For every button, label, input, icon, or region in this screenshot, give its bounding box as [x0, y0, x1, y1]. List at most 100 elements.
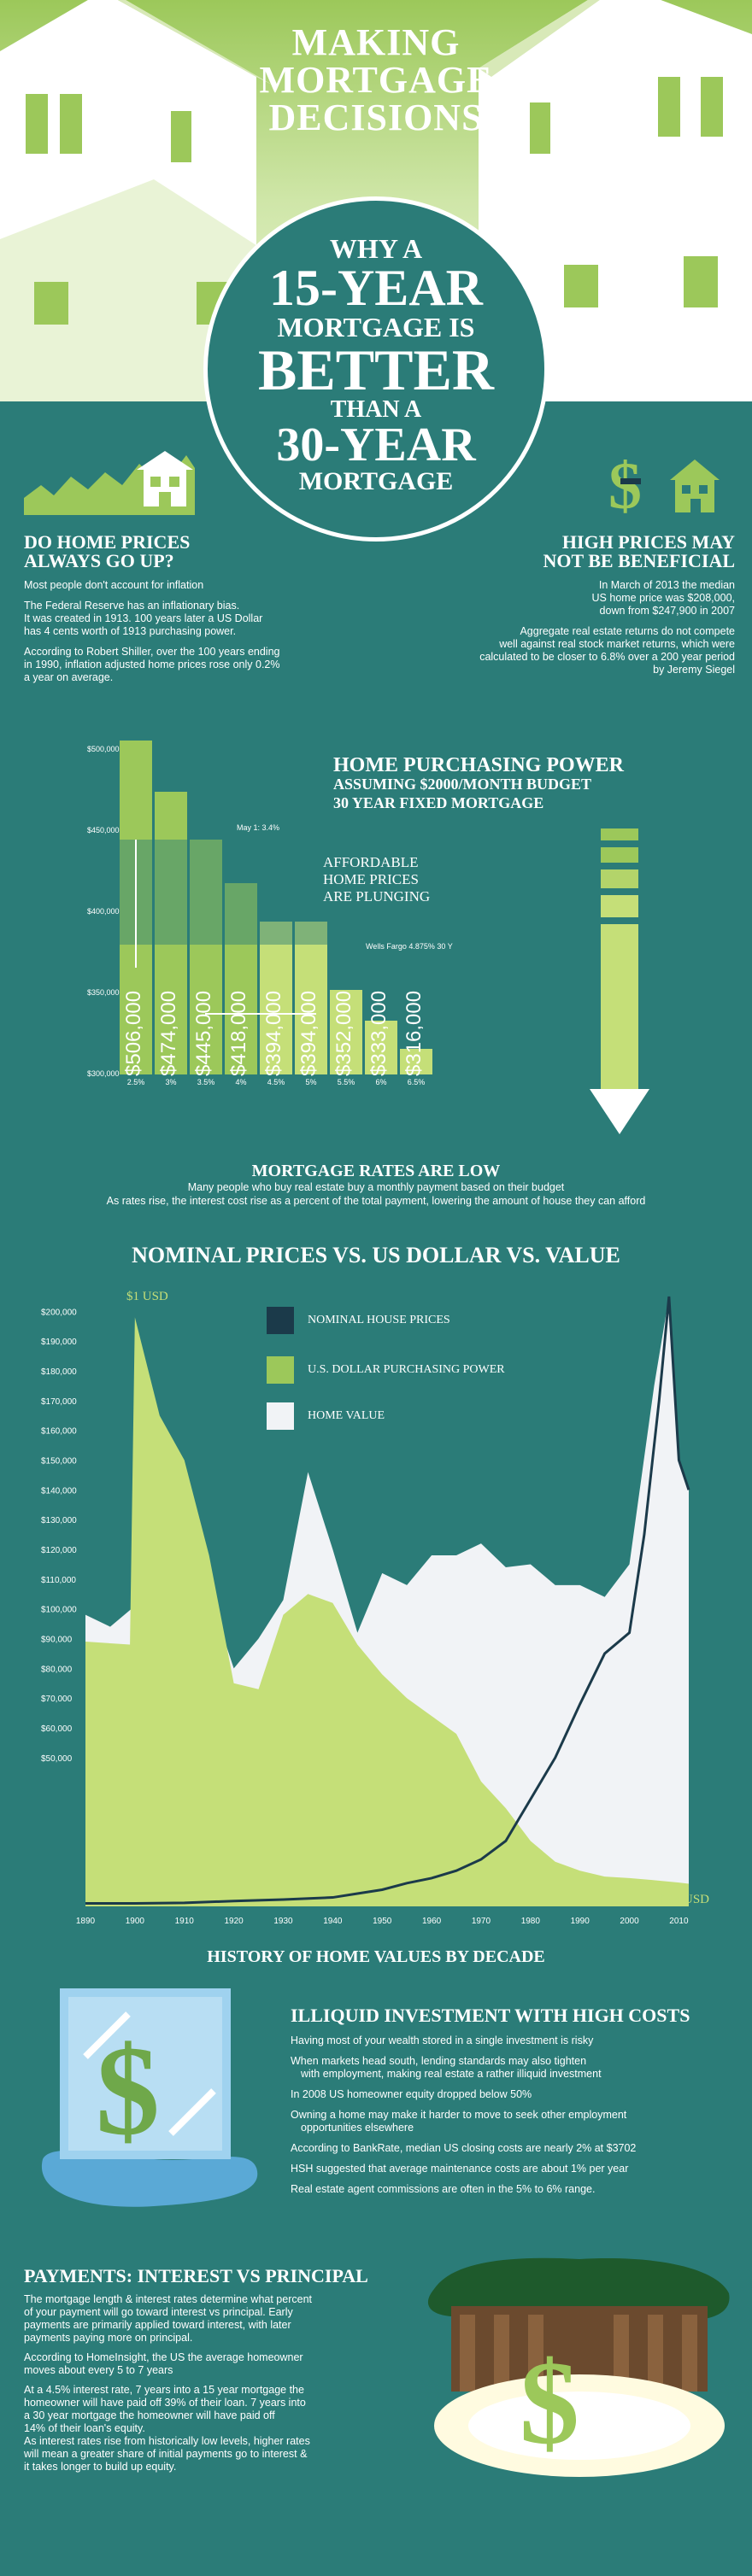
y-tick-label: $100,000	[41, 1606, 77, 1615]
x-tick-label: 1950	[373, 1917, 392, 1926]
title-line: DECISIONS	[268, 97, 484, 138]
bar	[330, 990, 362, 1074]
y-tick-label: $200,000	[41, 1308, 77, 1317]
high-prices-text: In March of 2013 the median US home price…	[479, 579, 735, 676]
illiquid-item-line: In 2008 US homeowner equity dropped belo…	[291, 2088, 532, 2100]
svg-text:$: $	[608, 453, 642, 521]
bar	[260, 922, 292, 1074]
x-tick-label: 5%	[305, 1078, 317, 1086]
legend-swatch	[267, 1307, 294, 1334]
nominal-chart-title: NOMINAL PRICES VS. US DOLLAR VS. VALUE	[132, 1243, 620, 1268]
circle-line: BETTER	[258, 337, 494, 402]
illiquid-list: Having most of your wealth stored in a s…	[291, 2034, 735, 2204]
x-tick-label: 2.5%	[126, 1078, 145, 1086]
circle-line: THAN A	[330, 396, 422, 423]
legend-label: U.S. DOLLAR PURCHASING POWER	[308, 1363, 505, 1376]
bar-value-label: $316,000	[402, 990, 426, 1076]
bar	[400, 1048, 432, 1074]
frozen-dollar-icon: $	[41, 1988, 258, 2207]
svg-text:$: $	[520, 2337, 579, 2469]
bar	[365, 1021, 397, 1074]
rate-annotation: May 1: 3.4%	[237, 823, 280, 832]
rate-annotation: Wells Fargo 4.875% 30 Y	[366, 942, 453, 951]
x-tick-label: 1960	[422, 1917, 442, 1926]
illiquid-item: Having most of your wealth stored in a s…	[291, 2034, 735, 2047]
illiquid-item: In 2008 US homeowner equity dropped belo…	[291, 2088, 735, 2101]
main-title: MAKING MORTGAGE DECISIONS	[0, 24, 752, 137]
x-tick-label: 1890	[76, 1917, 96, 1926]
x-tick-label: 1940	[323, 1917, 343, 1926]
dollar-and-house-icon: $	[608, 453, 720, 521]
bar-value-label: $352,000	[332, 990, 355, 1076]
buried-dollar-icon: $	[427, 2257, 730, 2477]
series-line-nominal-prices	[85, 1296, 690, 1906]
legend-swatch	[267, 1356, 294, 1384]
x-tick-label: 2000	[620, 1917, 639, 1926]
y-tick-label: $350,000	[87, 988, 120, 997]
x-tick-label: 4%	[235, 1078, 247, 1086]
bar-value-label: $445,000	[192, 990, 215, 1076]
x-tick-label: 1910	[175, 1917, 195, 1926]
x-tick-label: 1920	[224, 1917, 244, 1926]
bar-value-label: $394,000	[262, 990, 285, 1076]
y-tick-label: $70,000	[41, 1695, 73, 1704]
home-prices-text: Most people don't account for inflation …	[24, 579, 280, 683]
legend-swatch	[267, 1402, 294, 1430]
circle-line: MORTGAGE	[298, 467, 454, 495]
rates-low-text: As rates rise, the interest cost rise as…	[106, 1195, 646, 1207]
rate-zone-overlay	[120, 839, 330, 945]
bar	[190, 839, 222, 1074]
bar-value-label: $418,000	[227, 990, 250, 1076]
illiquid-item-line: with employment, making real estate a ra…	[301, 2068, 602, 2080]
legend-label: HOME VALUE	[308, 1409, 385, 1422]
bar-value-label: $394,000	[297, 990, 320, 1076]
y-tick-label: $130,000	[41, 1516, 77, 1525]
x-tick-label: 1990	[571, 1917, 590, 1926]
x-tick-label: 1980	[521, 1917, 541, 1926]
nominal-chart-svg: $200,000 $190,000 $180,000 $170,000 $160,000…	[41, 1296, 690, 1926]
y-tick-label: $140,000	[41, 1486, 77, 1496]
x-tick-label: 3%	[165, 1078, 177, 1086]
title-line: MORTGAGE	[259, 59, 493, 101]
series-area-dollar-power	[85, 1317, 689, 1906]
circle-line: 15-YEAR	[269, 260, 483, 316]
y-tick-label: $300,000	[87, 1069, 120, 1078]
x-tick-label: 2010	[669, 1917, 689, 1926]
y-tick-label: $80,000	[41, 1665, 73, 1674]
circle-line: 30-YEAR	[276, 419, 476, 471]
illiquid-item: When markets head south, lending standar…	[291, 2055, 735, 2081]
rates-low-text: Many people who buy real estate buy a mo…	[187, 1181, 565, 1193]
payments-text: The mortgage length & interest rates det…	[24, 2293, 312, 2473]
headline-circle: WHY A 15-YEAR MORTGAGE IS BETTER THAN A …	[203, 196, 549, 542]
illiquid-item: Real estate agent commissions are often …	[291, 2183, 735, 2196]
illiquid-item: According to BankRate, median US closing…	[291, 2142, 735, 2155]
y-tick-label: $50,000	[41, 1754, 73, 1764]
illiquid-item: Owning a home may make it harder to move…	[291, 2109, 735, 2134]
y-tick-label: $190,000	[41, 1338, 77, 1347]
x-tick-label: 3.5%	[197, 1078, 215, 1086]
y-tick-label: $110,000	[41, 1576, 76, 1585]
bar	[295, 922, 327, 1074]
arrow-right-icon	[205, 1013, 316, 1015]
x-tick-label: 6%	[375, 1078, 387, 1086]
svg-text:$: $	[96, 2020, 160, 2162]
y-tick-label: $60,000	[41, 1724, 73, 1734]
illiquid-item-line: According to BankRate, median US closing…	[291, 2142, 637, 2154]
circle-line: MORTGAGE IS	[277, 312, 475, 342]
legend-label: NOMINAL HOUSE PRICES	[308, 1314, 450, 1326]
x-tick-label: 1900	[126, 1917, 145, 1926]
y-tick-label: $180,000	[41, 1367, 77, 1377]
y-tick-label: $450,000	[87, 826, 120, 834]
home-prices-heading: DO HOME PRICES ALWAYS GO UP?	[24, 531, 191, 571]
high-prices-heading: HIGH PRICES MAY NOT BE BENEFICIAL	[543, 531, 735, 571]
payments-heading: PAYMENTS: INTEREST VS PRINCIPAL	[24, 2265, 368, 2286]
y-tick-label: $500,000	[87, 745, 120, 753]
dollar-start-label: $1 USD	[126, 1290, 168, 1303]
circle-line: WHY A	[329, 233, 423, 264]
header-banner: MAKING MORTGAGE DECISIONS	[0, 0, 752, 401]
nominal-chart: $200,000 $190,000 $180,000 $170,000 $160,000…	[0, 1273, 752, 1939]
bar-value-label: $506,000	[122, 990, 145, 1076]
illiquid-item-line: opportunities elsewhere	[301, 2122, 414, 2134]
illiquid-heading: ILLIQUID INVESTMENT WITH HIGH COSTS	[291, 2005, 690, 2026]
y-tick-label: $170,000	[41, 1397, 77, 1407]
